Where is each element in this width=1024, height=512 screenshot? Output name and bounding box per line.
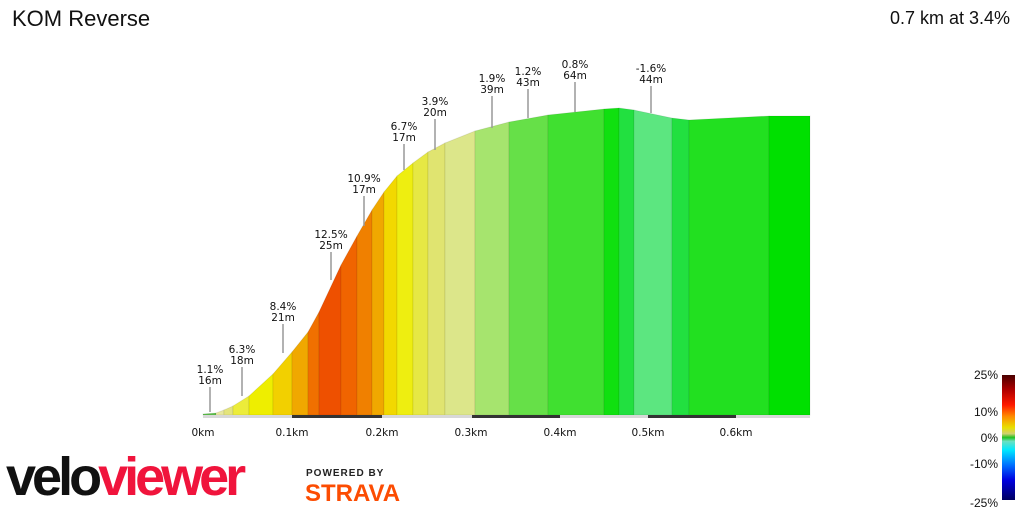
- profile-segment: [508, 114, 549, 416]
- x-axis-ticks: 0km 0.1km 0.2km 0.3km 0.4km 0.5km 0.6km: [192, 427, 753, 439]
- veloviewer-logo: veloviewer: [6, 447, 246, 507]
- profile-segment: [396, 161, 414, 416]
- annotation-length: 44m: [639, 74, 663, 86]
- annotation-grade: 1.9%: [479, 73, 506, 85]
- x-axis-band: [648, 415, 736, 418]
- annotation-length: 64m: [563, 70, 587, 82]
- profile-segment: [688, 115, 770, 416]
- annotation-grade: 6.7%: [391, 121, 418, 133]
- profile-segment: [307, 311, 320, 416]
- profile-segment: [291, 330, 309, 416]
- gradient-legend-bar: [1002, 375, 1015, 500]
- profile-segment: [618, 107, 635, 416]
- profile-segment: [340, 235, 358, 416]
- profile-segment: [215, 409, 225, 416]
- annotation-grade: 12.5%: [314, 229, 347, 241]
- annotation-length: 17m: [392, 132, 416, 144]
- annotation-grade: 3.9%: [422, 96, 449, 108]
- profile-segment: [547, 108, 605, 416]
- legend-label-0: 0%: [980, 431, 998, 445]
- legend-label-10: 10%: [973, 405, 998, 419]
- logo-velo: velo: [6, 447, 102, 507]
- segment-summary: 0.7 km at 3.4%: [889, 8, 1010, 28]
- annotation-grade: 1.2%: [515, 66, 542, 78]
- profile-segment: [371, 190, 385, 416]
- profile-segment: [603, 107, 620, 416]
- annotation-grade: 1.1%: [197, 364, 224, 376]
- x-tick-label: 0.2km: [365, 427, 398, 439]
- legend-label-neg10: -10%: [969, 457, 998, 471]
- legend-label-neg25: -25%: [969, 496, 998, 510]
- x-tick-label: 0.1km: [275, 427, 308, 439]
- annotation-length: 43m: [516, 77, 540, 89]
- annotation-length: 18m: [230, 355, 254, 367]
- profile-segment: [412, 151, 429, 416]
- profile-segment: [223, 405, 234, 416]
- logo-viewer: viewer: [98, 447, 246, 507]
- annotation-length: 16m: [198, 375, 222, 387]
- profile-segment: [633, 109, 673, 416]
- profile-segment: [474, 121, 510, 416]
- annotation-grade: 6.3%: [229, 344, 256, 356]
- profile-segments: [202, 107, 811, 416]
- profile-segment: [768, 115, 811, 416]
- powered-by-label: POWERED BY: [306, 468, 385, 479]
- annotation-length: 25m: [319, 240, 343, 252]
- profile-segment: [202, 412, 217, 416]
- strava-logo: STRAVA: [305, 480, 401, 507]
- annotation-length: 39m: [480, 84, 504, 96]
- annotation-length: 17m: [352, 184, 376, 196]
- grade-annotations: 1.1%16m6.3%18m8.4%21m12.5%25m10.9%17m6.7…: [197, 59, 666, 412]
- profile-segment: [383, 174, 398, 416]
- profile-segment: [248, 372, 274, 416]
- annotation-grade: 0.8%: [562, 59, 589, 71]
- annotation-grade: 8.4%: [270, 301, 297, 313]
- profile-segment: [232, 395, 250, 416]
- profile-segment: [318, 264, 342, 416]
- segment-title: KOM Reverse: [12, 6, 151, 31]
- x-axis-band: [292, 415, 382, 418]
- x-axis-band: [472, 415, 560, 418]
- profile-segment: [356, 208, 373, 416]
- annotation-length: 21m: [271, 312, 295, 324]
- legend-label-25: 25%: [973, 368, 998, 382]
- profile-segment: [444, 130, 476, 416]
- annotation-grade: 10.9%: [347, 173, 380, 185]
- profile-segment: [427, 142, 446, 416]
- x-tick-label: 0.3km: [454, 427, 487, 439]
- x-tick-label: 0.6km: [719, 427, 752, 439]
- annotation-length: 20m: [423, 107, 447, 119]
- profile-segment: [671, 117, 690, 416]
- profile-segment: [272, 350, 293, 416]
- x-tick-label: 0km: [192, 427, 215, 439]
- x-tick-label: 0.5km: [631, 427, 664, 439]
- x-tick-label: 0.4km: [543, 427, 576, 439]
- annotation-grade: -1.6%: [636, 63, 666, 75]
